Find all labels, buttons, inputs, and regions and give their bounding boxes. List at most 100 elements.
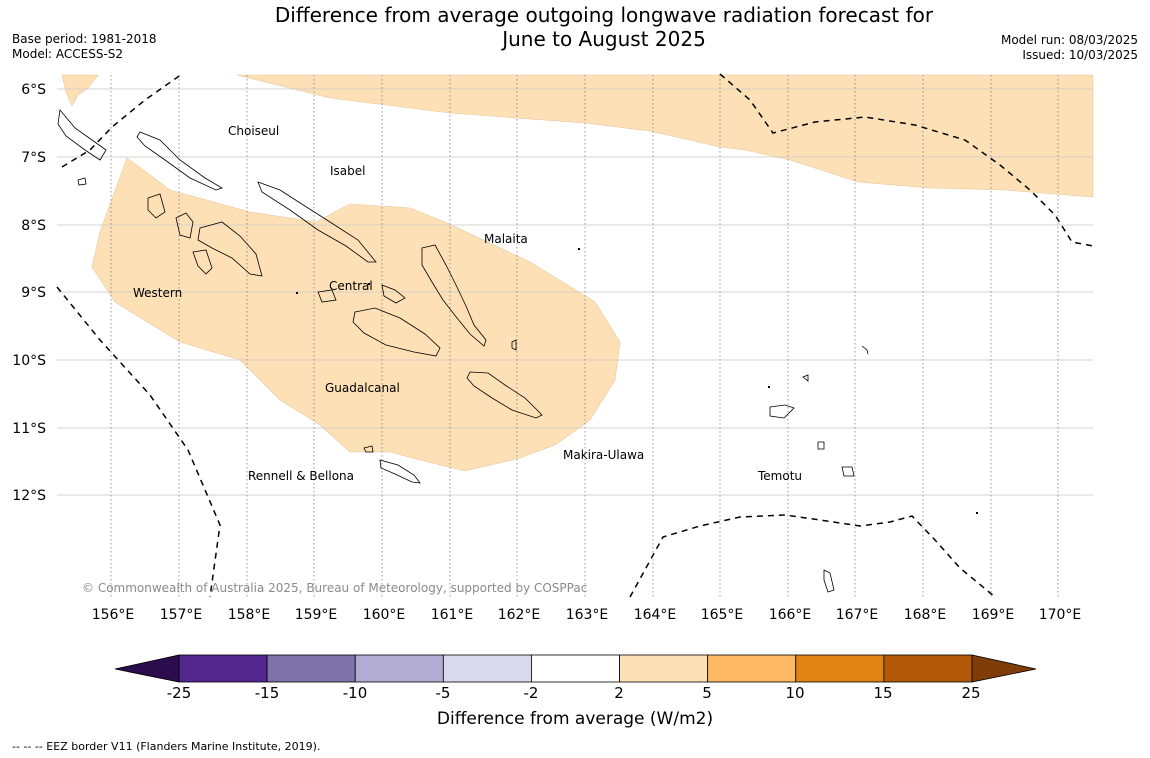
colorbar-segment — [619, 654, 709, 683]
latitude-gridlines — [57, 88, 1093, 496]
anomaly-band-north — [236, 74, 1094, 198]
florida-islands — [317, 289, 337, 303]
tiny-islets — [296, 248, 978, 514]
lon-label: 169°E — [972, 607, 1015, 623]
colorbar-segment — [442, 654, 532, 683]
small-island-nw — [77, 177, 87, 186]
colorbar: -25 -15 -10 -5 -2 2 5 10 15 25 — [114, 654, 1037, 702]
colorbar-upper-extension — [971, 654, 1037, 683]
guadalcanal-island — [352, 307, 441, 357]
colorbar-tick: 15 — [873, 684, 892, 702]
region-label-rennell-bellona: Rennell & Bellona — [248, 469, 354, 483]
colorbar-tick: -2 — [524, 684, 539, 702]
colorbar-tick: 10 — [785, 684, 804, 702]
metadata-left: Base period: 1981-2018 Model: ACCESS-S2 — [12, 32, 157, 62]
region-label-central: Central — [329, 279, 373, 293]
vella-lavella-island — [147, 193, 166, 219]
duff-islands — [802, 374, 809, 382]
eez-footnote: -- -- -- EEZ border V11 (Flanders Marine… — [12, 740, 321, 753]
colorbar-tick: 2 — [614, 684, 624, 702]
anomaly-patch-central — [91, 157, 621, 472]
lon-label: 168°E — [904, 607, 947, 623]
eez-borders — [56, 73, 1094, 598]
colorbar-segment — [707, 654, 797, 683]
rendova-island — [192, 249, 213, 275]
longitude-gridlines — [110, 75, 1059, 597]
colorbar-tick: -5 — [436, 684, 451, 702]
anomaly-patch-northwest — [61, 74, 99, 107]
choiseul-island — [136, 131, 223, 191]
colorbar-segment — [178, 654, 268, 683]
lon-label: 161°E — [431, 607, 474, 623]
lat-label: 8°S — [21, 218, 46, 234]
lon-label: 166°E — [769, 607, 812, 623]
colorbar-label: Difference from average (W/m2) — [436, 709, 714, 729]
metadata-right: Model run: 08/03/2025 Issued: 10/03/2025 — [1001, 33, 1138, 63]
region-label-choiseul: Choiseul — [228, 124, 279, 138]
lon-label: 163°E — [566, 607, 609, 623]
lon-label: 164°E — [634, 607, 677, 623]
bougainville-island — [57, 109, 107, 161]
colorbar-tick: -15 — [255, 684, 280, 702]
base-period-text: Base period: 1981-2018 — [12, 32, 157, 46]
lat-label: 10°S — [12, 353, 46, 369]
colorbar-segment — [795, 654, 885, 683]
russell-islands — [381, 284, 406, 304]
title-line-2: June to August 2025 — [502, 27, 706, 51]
malaita-island — [421, 244, 487, 347]
region-label-temotu: Temotu — [757, 469, 802, 483]
lat-label: 12°S — [12, 488, 46, 504]
lon-label: 158°E — [228, 607, 271, 623]
colorbar-lower-extension — [114, 654, 180, 683]
colorbar-segment — [354, 654, 444, 683]
rennell-island — [379, 459, 421, 484]
title-line-1: Difference from average outgoing longwav… — [274, 3, 934, 27]
latitude-axis-labels: 6°S 7°S 8°S 9°S 10°S 11°S 12°S — [12, 82, 46, 504]
santa-isabel-island — [257, 181, 377, 263]
lon-label: 162°E — [498, 607, 541, 623]
region-label-guadalcanal: Guadalcanal — [325, 381, 400, 395]
makira-island — [466, 371, 543, 419]
region-label-malaita: Malaita — [484, 232, 528, 246]
model-text: Model: ACCESS-S2 — [12, 47, 124, 61]
colorbar-segment — [266, 654, 356, 683]
colorbar-segment — [883, 654, 973, 683]
lon-label: 160°E — [363, 607, 406, 623]
lat-label: 7°S — [21, 150, 46, 166]
small-island-mid — [511, 339, 517, 351]
chart-title: Difference from average outgoing longwav… — [0, 3, 1150, 51]
lon-label: 159°E — [295, 607, 338, 623]
lat-label: 11°S — [12, 421, 46, 437]
lon-label: 165°E — [701, 607, 744, 623]
lat-label: 6°S — [21, 82, 46, 98]
lon-label: 157°E — [160, 607, 203, 623]
colorbar-tick: 25 — [961, 684, 980, 702]
colorbar-tick: -25 — [167, 684, 192, 702]
nendo-island — [769, 404, 795, 419]
map-area: Choiseul Isabel Malaita Western Central … — [56, 73, 1094, 598]
new-georgia-group — [197, 221, 263, 277]
bellona-island — [363, 445, 374, 453]
region-label-western: Western — [133, 286, 182, 300]
island-outlines — [57, 109, 869, 593]
colorbar-segments — [178, 654, 973, 683]
new-georgia-island — [175, 212, 194, 239]
lat-label: 9°S — [21, 285, 46, 301]
lon-label: 170°E — [1039, 607, 1082, 623]
issued-text: Issued: 10/03/2025 — [1022, 48, 1138, 62]
longitude-axis-labels: 156°E 157°E 158°E 159°E 160°E 161°E 162°… — [92, 607, 1082, 623]
utupua-island — [817, 441, 825, 450]
small-island-east — [861, 345, 869, 355]
tikopia-island — [823, 569, 835, 593]
region-label-makira-ulawa: Makira-Ulawa — [563, 448, 644, 462]
colorbar-tick: 5 — [702, 684, 712, 702]
lon-label: 167°E — [836, 607, 879, 623]
vanikoro-island — [841, 466, 855, 477]
colorbar-tick: -10 — [343, 684, 368, 702]
colorbar-tick-labels: -25 -15 -10 -5 -2 2 5 10 15 25 — [167, 684, 981, 702]
region-label-isabel: Isabel — [330, 164, 365, 178]
model-run-text: Model run: 08/03/2025 — [1000, 33, 1138, 47]
copyright-text: © Commonwealth of Australia 2025, Bureau… — [82, 581, 587, 595]
lon-label: 156°E — [92, 607, 135, 623]
